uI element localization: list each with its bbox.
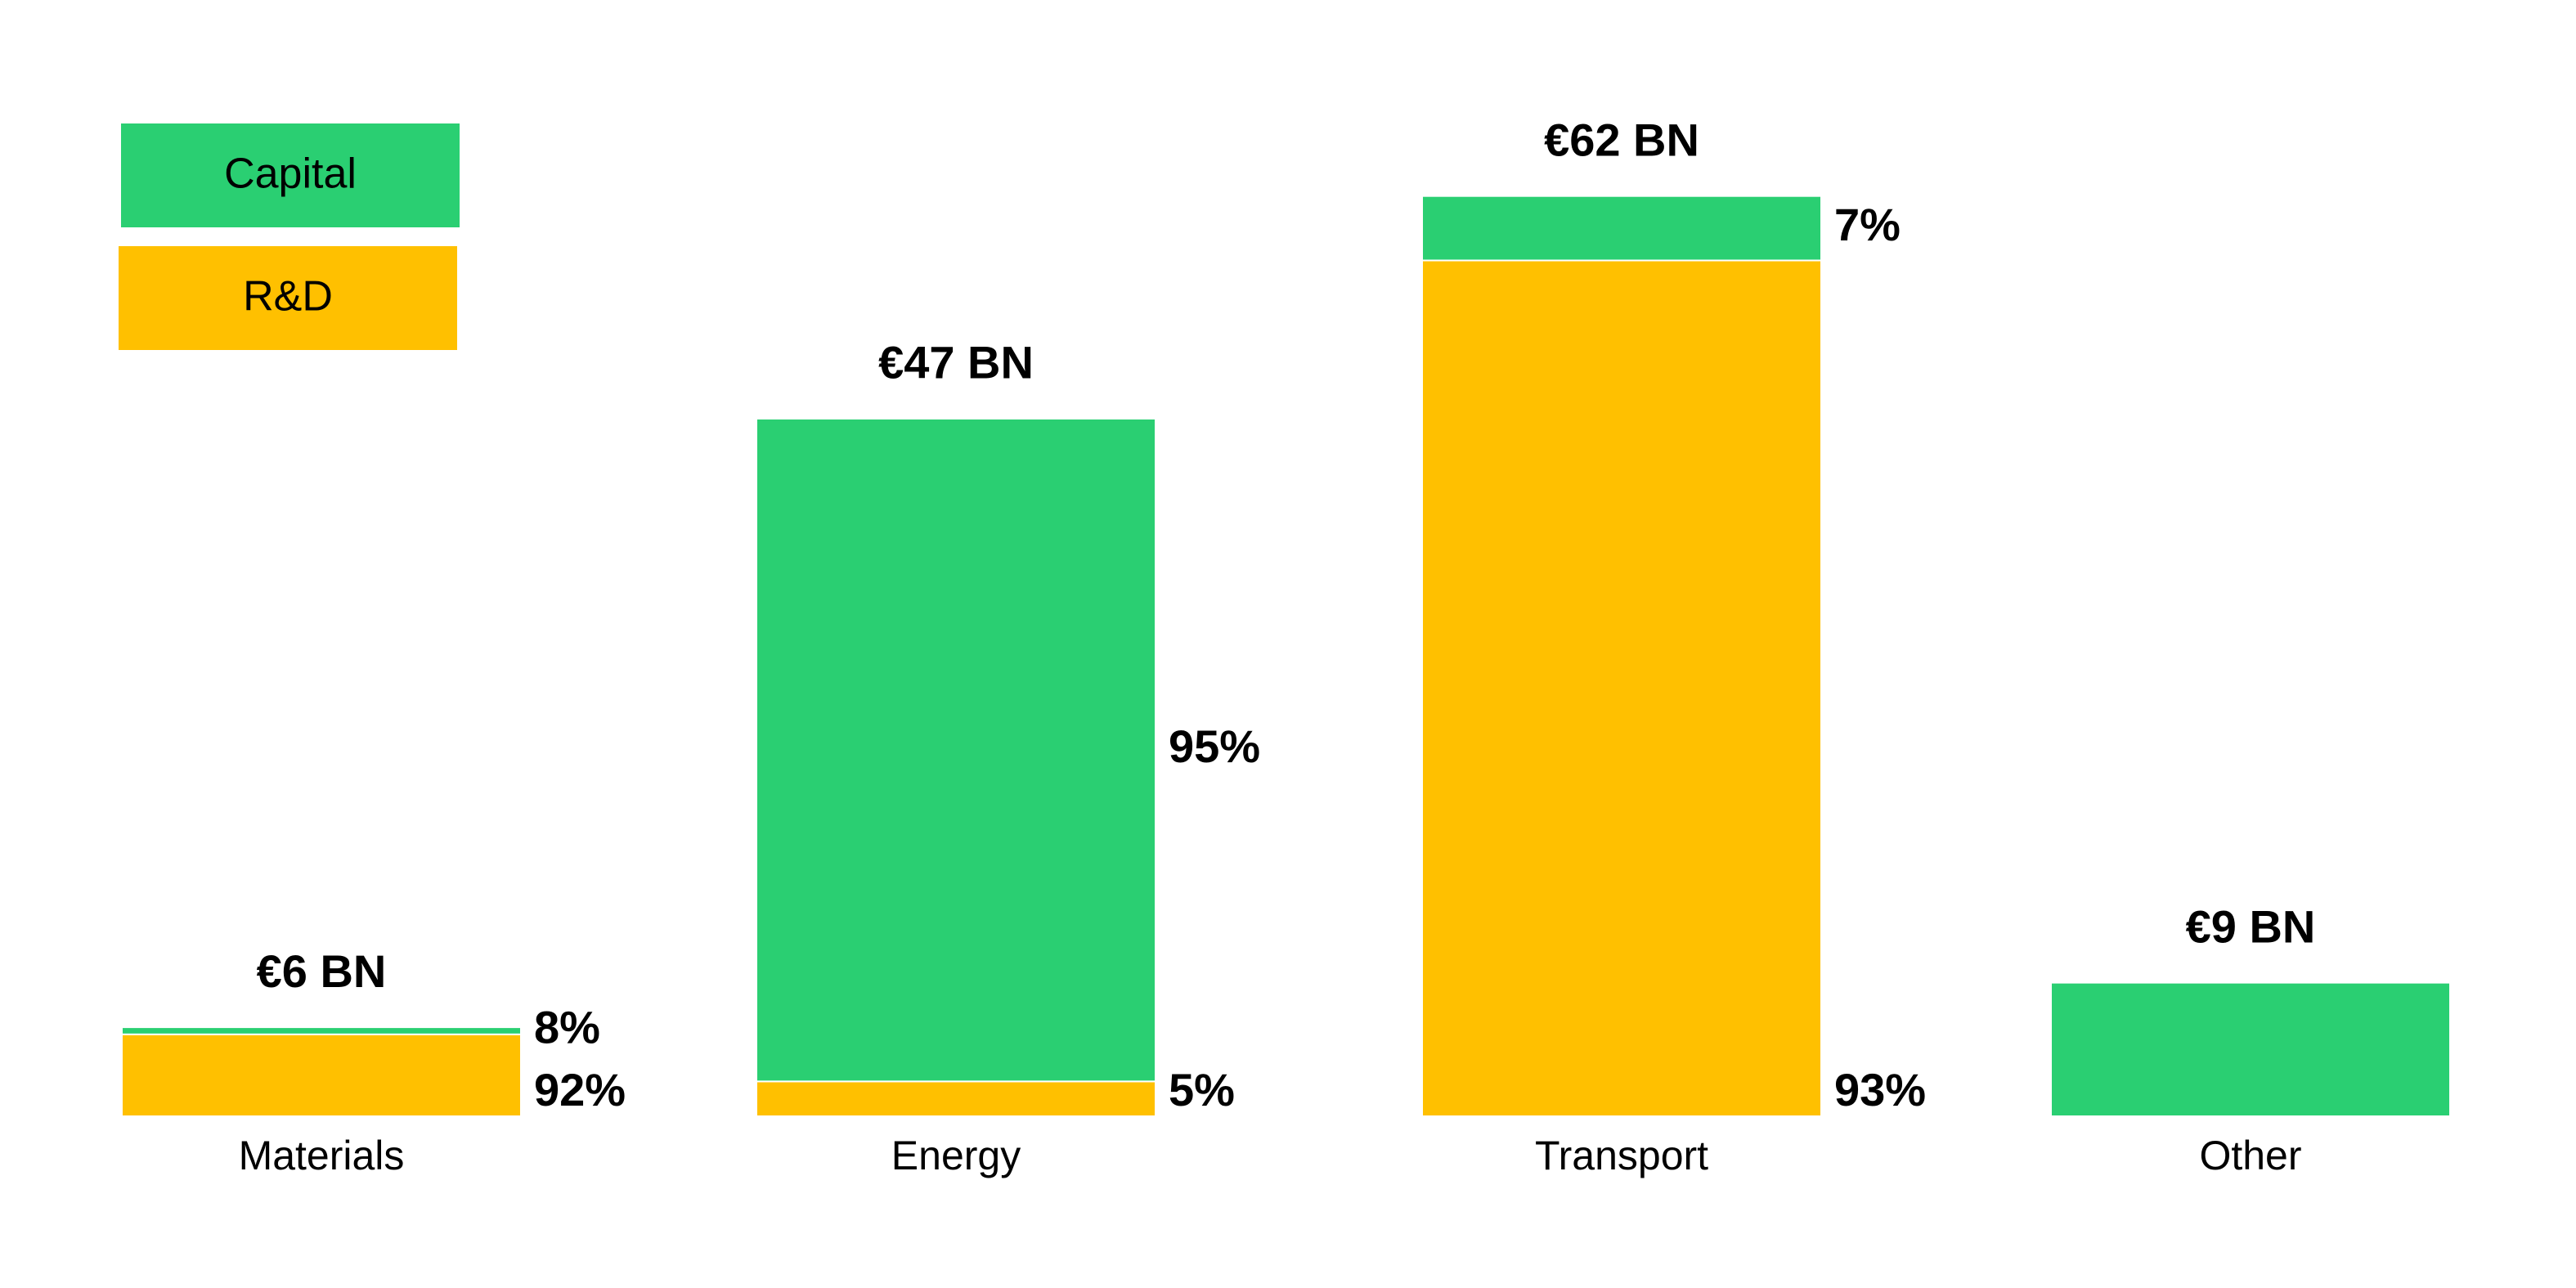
value-label: 5% xyxy=(1169,1064,1235,1115)
category-label: Other xyxy=(2199,1133,2301,1178)
value-label: 92% xyxy=(534,1064,626,1115)
bar-segment xyxy=(2050,981,2451,1118)
legend-label: Capital xyxy=(224,150,357,198)
legend-swatch xyxy=(119,246,457,350)
bar-segment xyxy=(121,1026,522,1035)
bar-segment xyxy=(756,417,1156,1083)
total-label: €47 BN xyxy=(878,337,1034,388)
total-label: €6 BN xyxy=(257,945,387,997)
category-label: Transport xyxy=(1535,1133,1708,1178)
bar-segment xyxy=(1421,195,1822,262)
bar-segment xyxy=(121,1033,522,1118)
bar-segment xyxy=(1421,259,1822,1118)
value-label: 93% xyxy=(1834,1064,1926,1115)
legend-label: R&D xyxy=(243,273,333,321)
category-label: Materials xyxy=(239,1133,405,1178)
bar-segment xyxy=(756,1080,1156,1118)
total-label: €62 BN xyxy=(1544,114,1699,165)
value-label: 95% xyxy=(1169,720,1260,772)
legend-swatch xyxy=(121,123,460,227)
total-label: €9 BN xyxy=(2186,900,2316,952)
value-label: 8% xyxy=(534,1001,600,1052)
category-label: Energy xyxy=(891,1133,1021,1178)
value-label: 7% xyxy=(1834,199,1901,250)
